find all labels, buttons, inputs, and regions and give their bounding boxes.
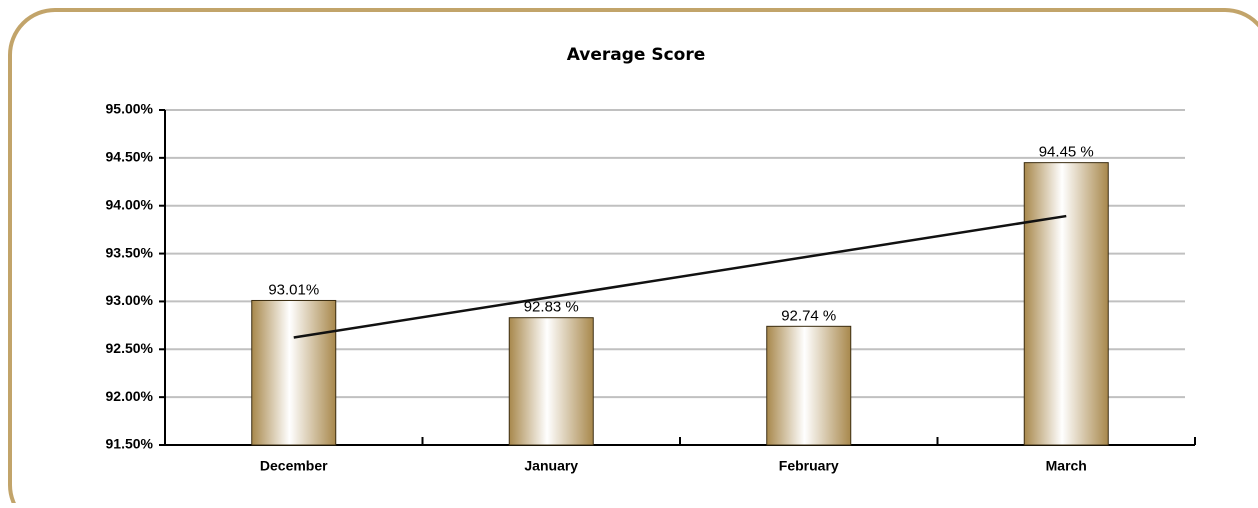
y-tick-label: 91.50% <box>106 436 154 452</box>
bar <box>1023 162 1109 446</box>
trendline <box>293 214 1067 339</box>
x-tick-label: January <box>524 458 578 474</box>
y-tick-label: 92.00% <box>106 388 154 404</box>
value-label: 93.01% <box>268 281 319 298</box>
value-label: 94.45 % <box>1039 144 1094 161</box>
value-label: 92.83 % <box>524 299 579 316</box>
x-tick-label: December <box>260 458 328 474</box>
x-tick-label: March <box>1046 458 1087 474</box>
value-label: 92.74 % <box>781 307 836 324</box>
frame <box>8 8 1258 508</box>
y-tick-label: 94.00% <box>106 196 154 212</box>
y-tick-label: 92.50% <box>106 340 154 356</box>
bar <box>251 299 337 446</box>
y-tick-label: 94.50% <box>106 149 154 165</box>
x-tick-label: February <box>779 458 839 474</box>
y-tick-label: 95.00% <box>106 101 154 117</box>
chart-title: Average Score <box>567 45 706 65</box>
bar <box>508 317 594 446</box>
y-tick-label: 93.50% <box>106 244 154 260</box>
bar <box>766 325 852 446</box>
y-tick-label: 93.00% <box>106 292 154 308</box>
